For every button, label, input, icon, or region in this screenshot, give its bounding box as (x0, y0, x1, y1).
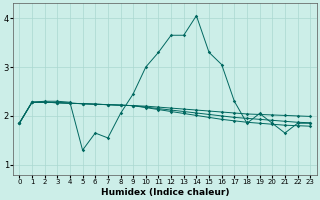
X-axis label: Humidex (Indice chaleur): Humidex (Indice chaleur) (100, 188, 229, 197)
